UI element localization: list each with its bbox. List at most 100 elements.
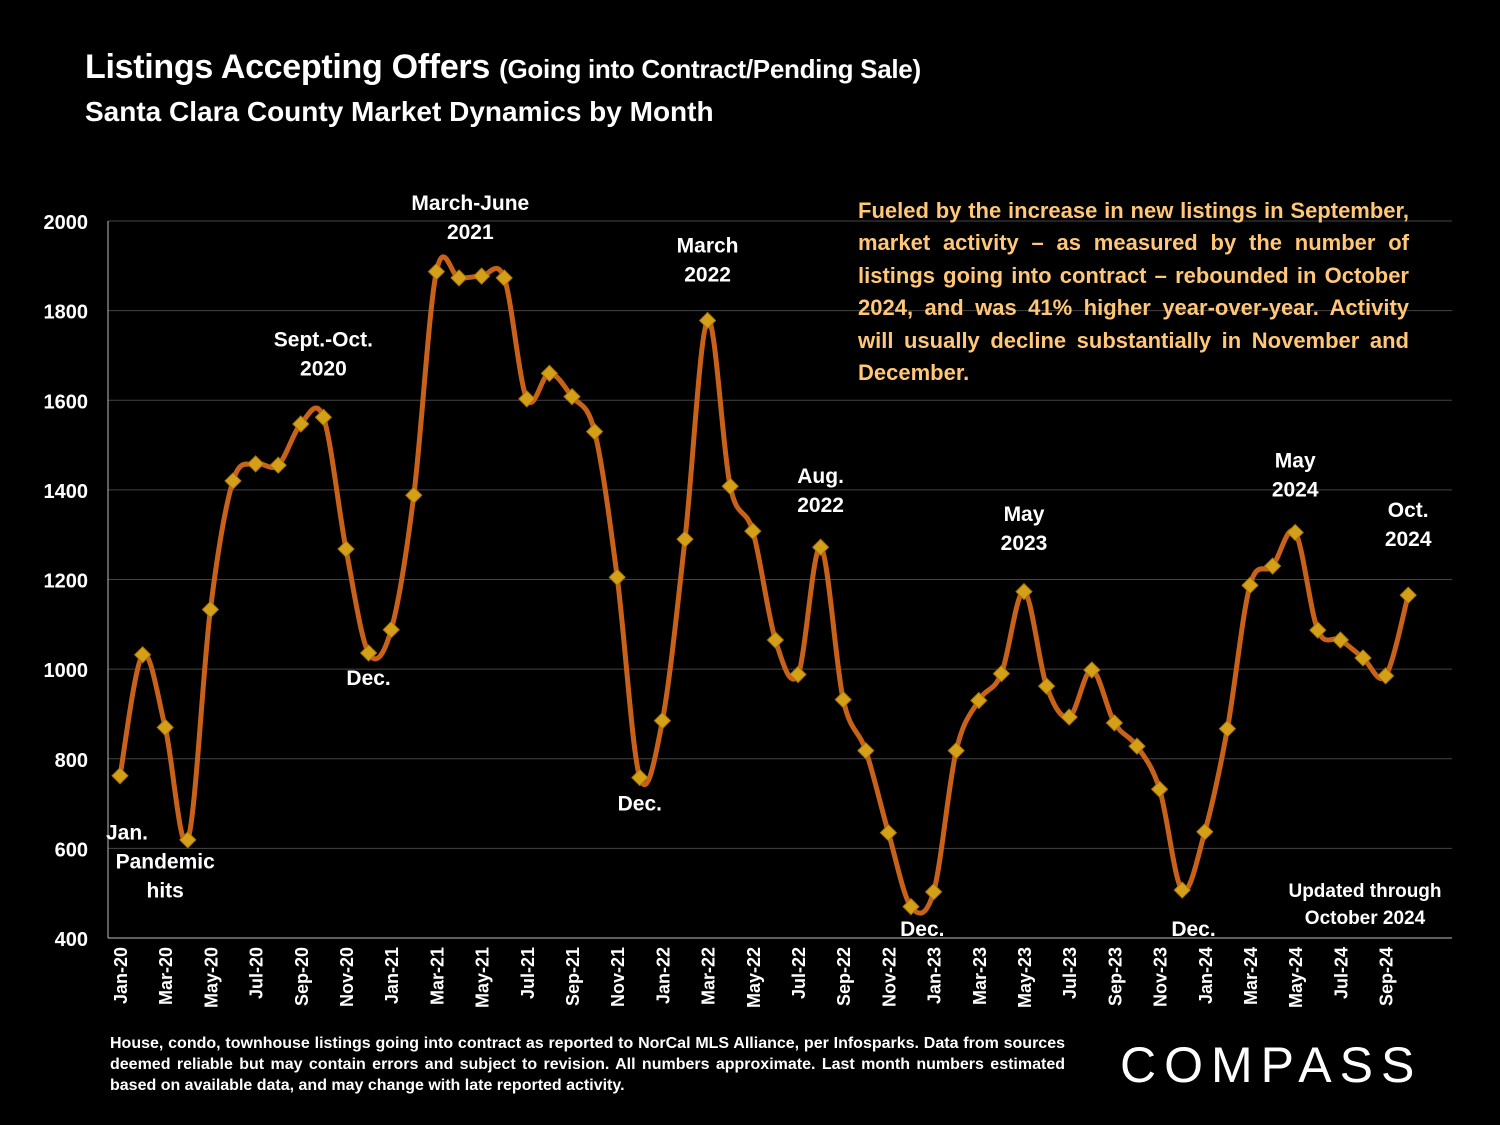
data-point [269,456,287,474]
data-point [1060,708,1078,726]
data-point [133,646,152,664]
annotation-label: March-June 2021 [411,192,529,244]
data-point [1376,667,1395,685]
chart-title-paren: (Going into Contract/Pending Sale) [499,54,921,84]
x-tick-label: Jan-20 [111,947,131,1004]
x-tick-label: Sep-22 [834,947,854,1006]
y-tick-label: 1800 [44,302,89,324]
x-tick-label: Jul-23 [1060,947,1080,999]
data-point [1263,557,1282,575]
x-tick-label: Sep-23 [1105,947,1125,1006]
data-point [1286,523,1304,542]
annotation-label: Jan. [106,821,148,844]
x-tick-label: Sep-21 [563,947,583,1006]
data-point [1309,621,1327,639]
compass-logo: COMPASS [1120,1037,1423,1093]
annotation-label: Pandemic hits [116,851,216,903]
data-point [1331,631,1350,649]
x-tick-label: Jan-23 [925,947,945,1004]
x-tick-label: Jan-21 [382,947,402,1004]
x-tick-label: Nov-20 [337,947,357,1007]
data-point [1128,737,1146,755]
data-point [472,267,491,285]
data-point [970,691,988,710]
x-tick-label: Sep-20 [292,947,312,1006]
data-point [744,522,762,540]
annotation-label: March 2022 [677,234,739,286]
data-point [450,269,468,287]
data-point [1196,823,1214,841]
x-tick-label: Jul-20 [247,947,267,999]
commentary-note: Fueled by the increase in new listings i… [858,198,1409,386]
data-point [1105,714,1124,732]
data-point [156,718,174,737]
annotation-label: Dec. [1171,918,1215,941]
y-tick-label: 1600 [44,391,89,413]
x-tick-label: May-24 [1286,947,1306,1008]
data-point [224,472,242,490]
data-point [608,568,626,586]
data-point [179,831,197,849]
annotation-label: May 2023 [1001,503,1048,555]
x-tick-label: Mar-23 [970,947,990,1005]
source-footnote: House, condo, townhouse listings going i… [110,1035,1065,1094]
data-point [902,897,920,916]
data-point [857,741,875,760]
data-point [1173,881,1191,899]
x-tick-label: Nov-21 [608,947,628,1007]
data-point [405,486,423,504]
updated-label: Updated through October 2024 [1288,881,1442,929]
data-point [766,631,785,649]
annotation-label: Dec. [900,918,944,941]
data-point [1037,677,1056,695]
data-point [201,600,220,619]
data-point [676,530,694,548]
x-tick-label: May-23 [1015,947,1035,1008]
data-point [337,540,355,558]
data-point [721,477,739,495]
x-tick-label: May-22 [744,947,764,1008]
chart-title: Listings Accepting Offers (Going into Co… [85,48,921,87]
y-tick-label: 1400 [44,481,89,503]
data-point [698,311,717,330]
data-point [879,823,898,842]
data-point [631,768,649,787]
data-point [518,390,536,408]
x-tick-label: Jul-24 [1331,947,1351,999]
data-point [540,364,559,383]
data-point [382,620,400,639]
annotation-label: Dec. [618,792,662,815]
data-point [653,711,672,730]
y-tick-label: 800 [55,750,88,772]
x-tick-label: Mar-22 [699,947,719,1005]
data-point [585,422,604,441]
x-tick-label: Nov-23 [1151,947,1171,1007]
data-point [924,883,943,901]
data-point [359,644,378,662]
x-tick-label: Jul-22 [789,947,809,999]
data-point [111,767,129,785]
x-tick-label: Mar-24 [1241,947,1261,1005]
data-point [947,741,965,760]
data-point [1218,720,1237,738]
chart-subtitle: Santa Clara County Market Dynamics by Mo… [85,96,714,127]
data-point [314,408,333,426]
data-point [992,664,1011,683]
x-tick-label: May-21 [473,947,493,1008]
data-point [292,415,310,433]
y-tick-label: 400 [55,929,88,951]
data-point [495,269,513,287]
data-point [1399,586,1417,604]
x-tick-label: Jan-24 [1196,947,1216,1004]
y-tick-label: 2000 [44,212,89,234]
data-point [427,262,446,281]
data-point [811,538,830,556]
y-tick-label: 1000 [44,660,89,682]
x-tick-label: Mar-20 [156,947,176,1005]
y-tick-label: 1200 [44,571,89,593]
data-point [563,387,581,406]
data-point [1150,780,1169,798]
data-point [1083,661,1101,679]
data-point [1015,582,1033,601]
